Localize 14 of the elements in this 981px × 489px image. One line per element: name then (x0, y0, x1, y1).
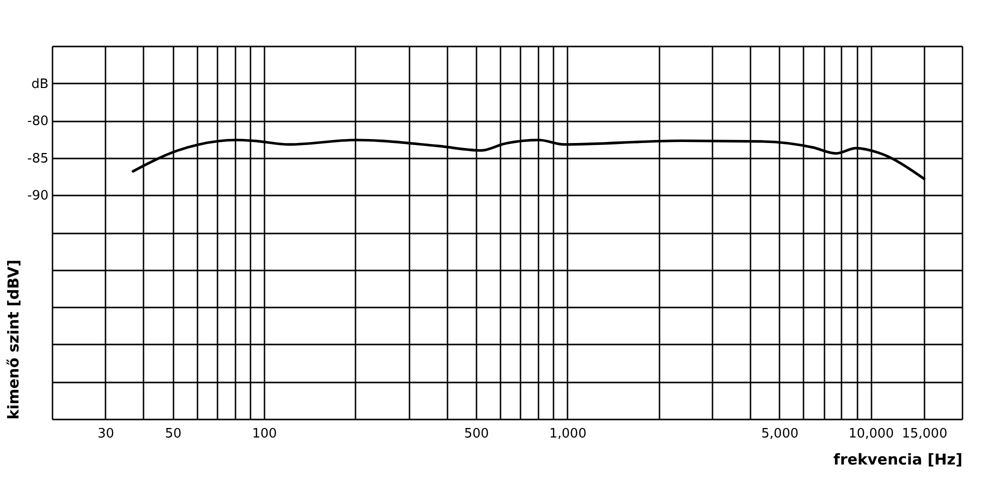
y-tick-label: -80 (27, 114, 48, 130)
x-tick-label: 50 (164, 426, 182, 442)
x-tick-label: 100 (252, 426, 277, 442)
x-axis-title: frekvencia [Hz] (833, 450, 962, 468)
x-tick-label: 15,000 (902, 426, 948, 442)
x-tick-label: 30 (98, 426, 114, 442)
y-axis-title: kimenő szint [dBV] (4, 260, 22, 420)
y-tick-label: dB (31, 76, 48, 92)
x-tick-label: 10,000 (848, 426, 894, 442)
x-tick-label: 500 (464, 426, 489, 442)
x-tick-label: 1,000 (549, 426, 586, 442)
x-tick-label: 5,000 (761, 426, 798, 442)
y-tick-label: -85 (27, 151, 48, 166)
y-tick-label: -90 (27, 188, 48, 204)
